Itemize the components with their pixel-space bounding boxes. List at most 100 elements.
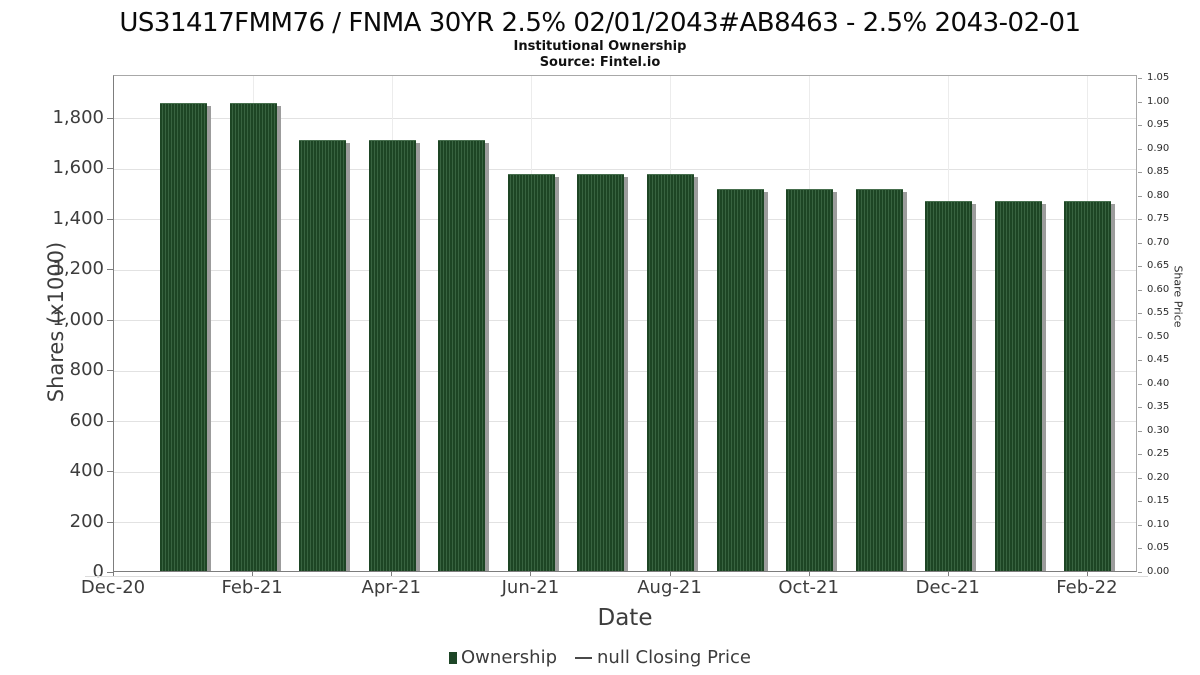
x-tick-label: Aug-21 — [637, 577, 702, 598]
h-gridline — [114, 269, 1136, 271]
h-gridline — [114, 219, 1136, 220]
right-tick-label: 1.00 — [1147, 95, 1170, 107]
right-tick-label: 0.45 — [1147, 354, 1170, 366]
price-line-dash-icon — [575, 656, 593, 659]
x-axis-tick — [669, 572, 671, 577]
y-tick-label: 1,400 — [52, 207, 104, 229]
x-tick-label: Feb-22 — [1056, 577, 1118, 598]
y-axis-tick — [107, 117, 113, 119]
right-tick-label: 0.00 — [1147, 566, 1170, 577]
y-tick-label: 0 — [92, 561, 104, 582]
x-axis-tick — [1086, 572, 1088, 577]
y-tick-label: 1,200 — [52, 258, 104, 279]
y-axis-tick — [107, 521, 113, 523]
y-axis-tick — [107, 218, 113, 220]
right-tick-label: 1.05 — [1147, 72, 1170, 83]
x-axis-tick — [808, 572, 810, 577]
x-tick-label: Dec-21 — [915, 577, 980, 598]
right-axis-tick — [1138, 501, 1142, 503]
right-tick-label: 0.05 — [1147, 542, 1170, 554]
x-tick-label: Apr-21 — [361, 577, 421, 598]
right-axis-tick — [1138, 524, 1142, 526]
right-tick-label: 0.85 — [1147, 166, 1170, 178]
right-tick-label: 0.90 — [1147, 142, 1170, 154]
right-tick-label: 0.65 — [1147, 260, 1170, 272]
ownership-bar — [716, 189, 764, 571]
right-axis-tick — [1138, 360, 1142, 362]
legend-label-closing-price: null Closing Price — [597, 647, 751, 668]
right-tick-label: 0.15 — [1147, 495, 1170, 507]
x-axis-title: Date — [597, 605, 653, 631]
chart-source-label: Source: Fintel.io — [539, 55, 661, 70]
right-tick-label: 0.80 — [1147, 189, 1170, 201]
right-axis-tick — [1138, 101, 1142, 103]
h-gridline — [114, 471, 1136, 473]
right-tick-label: 0.40 — [1147, 377, 1170, 389]
right-tick-label: 0.50 — [1147, 330, 1170, 342]
x-axis-tick — [947, 572, 949, 577]
ownership-bar — [925, 200, 973, 571]
right-tick-label: 0.55 — [1147, 307, 1170, 319]
ownership-bar — [786, 189, 834, 571]
y-tick-label: 600 — [69, 409, 104, 431]
y-axis-tick — [107, 572, 113, 573]
ownership-square-icon — [449, 651, 458, 664]
legend-label-ownership: Ownership — [461, 647, 558, 668]
y-axis-tick — [107, 168, 113, 169]
ownership-bar — [438, 139, 486, 571]
x-axis-tick — [113, 572, 114, 577]
right-axis-tick — [1138, 454, 1142, 456]
right-tick-label: 0.70 — [1147, 236, 1170, 248]
h-gridline — [114, 370, 1136, 372]
right-axis-title: Share Price — [1171, 265, 1185, 328]
right-tick-label: 0.25 — [1147, 448, 1170, 460]
y-tick-label: 1,000 — [52, 308, 104, 330]
x-axis-tick — [252, 572, 254, 577]
x-tick-label: Oct-21 — [778, 577, 839, 598]
right-axis-tick — [1138, 195, 1142, 197]
h-gridline — [114, 320, 1136, 321]
h-gridline — [114, 421, 1136, 422]
y-axis-tick — [107, 471, 113, 472]
y-axis-tick — [107, 420, 113, 422]
right-axis-tick — [1138, 289, 1142, 291]
legend-item-ownership: Ownership — [449, 647, 557, 668]
right-axis-tick — [1138, 148, 1142, 150]
secondary-baseline — [85, 576, 1148, 577]
right-axis-tick — [1138, 219, 1142, 221]
right-axis-tick — [1138, 430, 1142, 432]
right-tick-label: 0.60 — [1147, 283, 1170, 295]
y-tick-label: 200 — [69, 510, 104, 532]
legend-item-closing-price: null Closing Price — [575, 647, 751, 668]
right-axis-tick — [1138, 313, 1142, 315]
x-tick-label: Jun-21 — [501, 577, 560, 598]
right-axis-tick — [1138, 407, 1142, 409]
legend: Ownership null Closing Price — [0, 647, 1200, 668]
ownership-bar — [229, 103, 277, 571]
right-axis-tick — [1138, 548, 1142, 550]
ownership-bar — [1064, 200, 1112, 571]
right-axis-tick — [1138, 383, 1142, 385]
right-axis-tick — [1138, 78, 1142, 79]
right-axis-tick — [1138, 125, 1142, 127]
ownership-bar — [299, 139, 347, 571]
right-tick-label: 0.35 — [1147, 401, 1170, 413]
y-axis-tick — [107, 319, 113, 321]
y-axis-tick — [107, 269, 113, 270]
right-tick-label: 0.30 — [1147, 424, 1170, 436]
ownership-bar — [994, 200, 1042, 571]
right-axis-tick — [1138, 266, 1142, 268]
chart-subtitle: Institutional Ownership — [513, 39, 687, 54]
h-gridline — [114, 522, 1136, 523]
plot-area — [113, 75, 1137, 572]
right-axis-tick — [1138, 172, 1142, 174]
x-axis-tick — [530, 572, 532, 577]
right-tick-label: 0.75 — [1147, 213, 1170, 225]
ownership-bar — [507, 174, 555, 571]
y-tick-label: 800 — [69, 359, 104, 380]
y-tick-label: 1,600 — [52, 157, 104, 178]
chart-title: US31417FMM76 / FNMA 30YR 2.5% 02/01/2043… — [119, 8, 1081, 38]
right-axis-tick — [1138, 572, 1142, 573]
right-axis-tick — [1138, 242, 1142, 244]
